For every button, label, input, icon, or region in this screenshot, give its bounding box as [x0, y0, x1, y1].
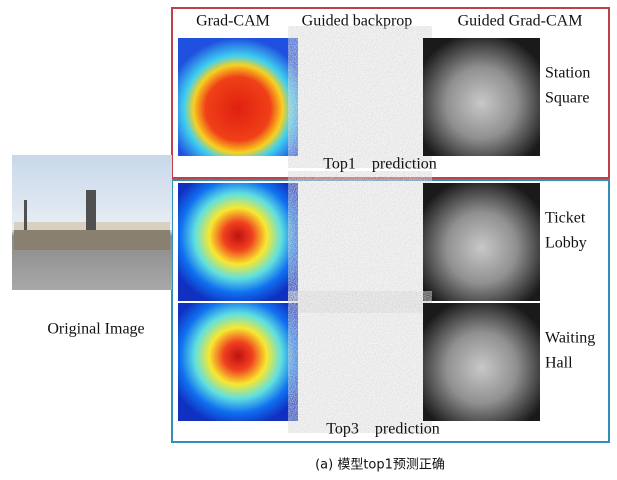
- original-label: Original Image: [47, 321, 144, 338]
- guided-grad-cam: [423, 303, 540, 421]
- guided-backprop: [300, 183, 420, 301]
- class-label: Ticket: [545, 210, 586, 227]
- class-label: Waiting: [545, 330, 595, 347]
- column-header: Guided Grad-CAM: [458, 13, 583, 30]
- class-label: Station: [545, 65, 590, 82]
- original-image: [12, 155, 172, 290]
- class-label: Hall: [545, 355, 573, 372]
- guided-grad-cam: [423, 183, 540, 301]
- grad-cam: [178, 183, 298, 301]
- column-header: Grad-CAM: [196, 13, 270, 30]
- result-rows: Station Square Ticket Lobby Waiting Hall: [178, 38, 595, 421]
- class-label: Lobby: [545, 235, 587, 252]
- group-caption: Top3 prediction: [326, 421, 440, 438]
- figure-caption: (a) 模型top1预测正确: [315, 458, 445, 473]
- page: Grad-CAM Guided backprop Guided Grad-CAM…: [0, 0, 617, 480]
- class-label: Square: [545, 90, 589, 107]
- guided-backprop: [300, 303, 420, 421]
- grad-cam: [178, 303, 298, 421]
- figure: Grad-CAM Guided backprop Guided Grad-CAM…: [0, 0, 617, 480]
- guided-grad-cam: [423, 38, 540, 156]
- guided-backprop: [300, 38, 420, 156]
- column-header: Guided backprop: [302, 13, 413, 30]
- grad-cam: [178, 38, 298, 156]
- group-caption: Top1 prediction: [323, 156, 437, 173]
